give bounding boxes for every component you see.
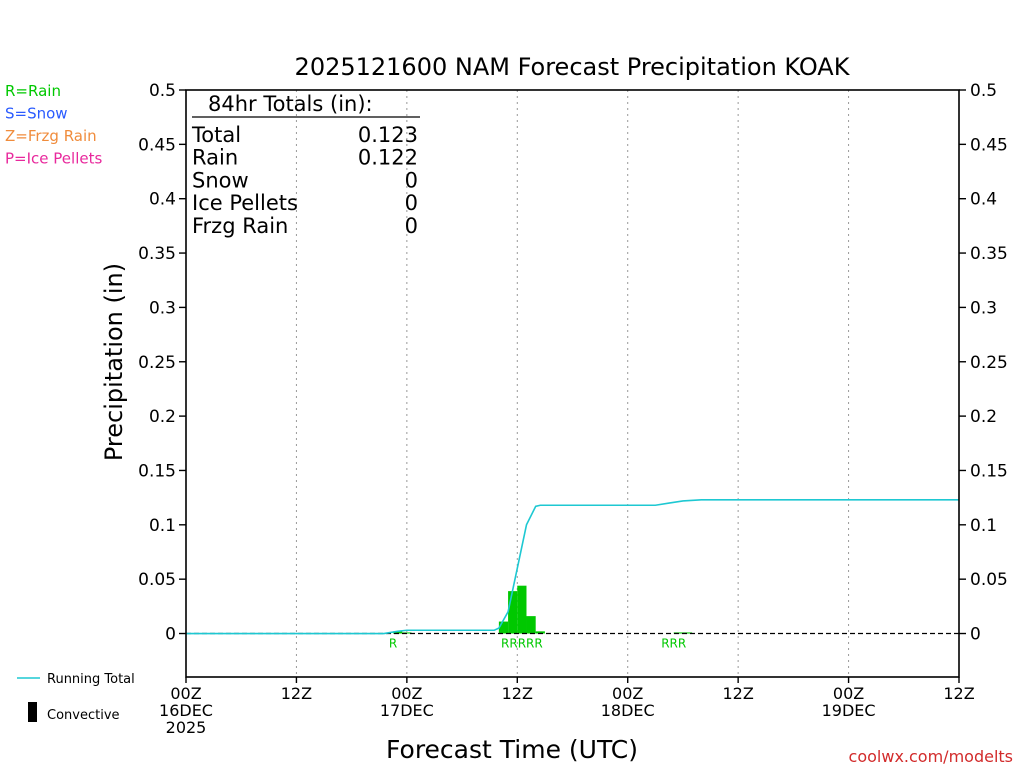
totals-label: Frzg Rain xyxy=(192,214,288,238)
y-tick-label: 0.05 xyxy=(138,570,176,590)
x-tick-label: 19DEC xyxy=(822,701,876,720)
y-tick-label: 0 xyxy=(165,625,176,645)
legend-rain: R=Rain xyxy=(5,82,61,100)
y-tick-label: 0.2 xyxy=(149,407,176,427)
totals-value: 0 xyxy=(405,168,418,192)
x-tick-label: 16DEC xyxy=(159,701,213,720)
y-tick-label: 0.35 xyxy=(138,244,176,264)
y-tick-label-right: 0.1 xyxy=(970,516,997,536)
y-tick-label: 0.45 xyxy=(138,135,176,155)
ptype-marker: RRRRR xyxy=(501,637,543,651)
bottom-legend: Running Total Convective xyxy=(17,672,135,723)
y-tick-label-right: 0.4 xyxy=(970,190,997,210)
ptype-legend: R=Rain S=Snow Z=Frzg Rain P=Ice Pellets xyxy=(5,82,102,168)
y-tick-label-right: 0.3 xyxy=(970,298,997,318)
y-axis-title: Precipitation (in) xyxy=(100,263,128,461)
y-tick-label: 0.5 xyxy=(149,81,176,101)
y-axis-right: 0 0.05 0.1 0.15 0.2 0.25 0.3 0.35 0.4 0.45 0.5 xyxy=(959,81,1008,645)
totals-value: 0.122 xyxy=(358,146,418,170)
y-tick-label-right: 0.5 xyxy=(970,81,997,101)
precip-bars xyxy=(393,585,693,634)
x-tick-label: 12Z xyxy=(281,684,312,703)
totals-label: Snow xyxy=(192,168,249,192)
ptype-markers: R RRRRR RRR xyxy=(389,637,686,651)
x-axis-title: Forecast Time (UTC) xyxy=(386,735,638,764)
running-total-legend-label: Running Total xyxy=(47,672,135,687)
y-tick-label-right: 0.2 xyxy=(970,407,997,427)
ptype-marker: RRR xyxy=(661,637,686,651)
totals-label: Total xyxy=(191,123,241,147)
plot-area: R RRRRR RRR xyxy=(185,89,960,678)
y-tick-label: 0.1 xyxy=(149,516,176,536)
x-tick-label: 00Z xyxy=(170,684,201,703)
precip-bar xyxy=(498,621,509,634)
x-tick-label: 00Z xyxy=(612,684,643,703)
x-tick-label: 00Z xyxy=(833,684,864,703)
x-tick-label: 12Z xyxy=(502,684,533,703)
precip-bar xyxy=(535,631,545,634)
x-tick-label: 12Z xyxy=(722,684,753,703)
y-tick-label: 0.15 xyxy=(138,461,176,481)
gridlines xyxy=(295,90,850,677)
legend-snow: S=Snow xyxy=(5,105,68,123)
y-tick-label-right: 0.45 xyxy=(970,135,1008,155)
totals-value: 0 xyxy=(405,191,418,215)
precip-bar xyxy=(517,585,527,634)
totals-rows: Total 0.123 Rain 0.122 Snow 0 Ice Pellets 0 Frzg… xyxy=(191,123,418,238)
precip-bar xyxy=(393,631,403,634)
totals-value: 0.123 xyxy=(358,123,418,147)
totals-label: Ice Pellets xyxy=(192,191,298,215)
y-axis-left: 0 0.05 0.1 0.15 0.2 0.25 0.3 0.35 0.4 0.45 0.5 xyxy=(138,81,186,645)
totals-box: 84hr Totals (in): Total 0.123 Rain 0.122 Sno… xyxy=(191,92,420,238)
y-tick-label: 0.25 xyxy=(138,353,176,373)
x-tick-label: 2025 xyxy=(166,718,207,737)
precip-bar xyxy=(682,632,693,634)
y-tick-label: 0.3 xyxy=(149,298,176,318)
y-tick-label-right: 0 xyxy=(970,625,981,645)
x-tick-label: 00Z xyxy=(391,684,422,703)
totals-value: 0 xyxy=(405,214,418,238)
y-tick-label: 0.4 xyxy=(149,190,176,210)
totals-label: Rain xyxy=(192,146,238,170)
x-tick-label: 18DEC xyxy=(601,701,655,720)
chart-title: 2025121600 NAM Forecast Precipitation KO… xyxy=(295,53,851,81)
site-credit: coolwx.com/modelts xyxy=(849,747,1013,766)
plot-frame xyxy=(185,89,960,678)
y-tick-label-right: 0.15 xyxy=(970,461,1008,481)
x-tick-label: 17DEC xyxy=(380,701,434,720)
precip-bar xyxy=(508,591,518,634)
legend-frzg_rain: Z=Frzg Rain xyxy=(5,127,97,145)
convective-legend-label: Convective xyxy=(47,708,120,723)
y-tick-label-right: 0.05 xyxy=(970,570,1008,590)
running-total-line xyxy=(186,499,959,635)
ptype-marker: R xyxy=(389,637,397,651)
y-tick-label-right: 0.25 xyxy=(970,353,1008,373)
convective-swatch xyxy=(28,702,37,722)
x-tick-label: 12Z xyxy=(943,684,974,703)
precip-bar xyxy=(526,616,536,634)
y-tick-label-right: 0.35 xyxy=(970,244,1008,264)
legend-ice_pellets: P=Ice Pellets xyxy=(5,150,102,168)
totals-heading: 84hr Totals (in): xyxy=(208,92,373,116)
